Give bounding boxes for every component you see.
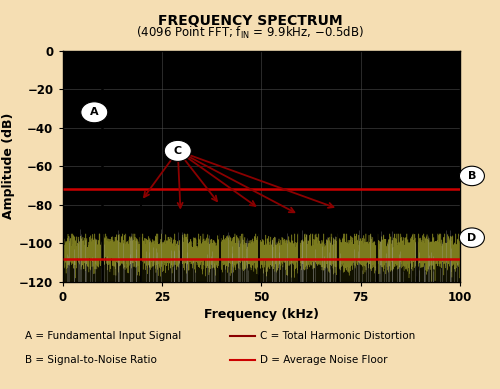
Text: A: A [90,107,98,117]
Text: C = Total Harmonic Distortion: C = Total Harmonic Distortion [260,331,415,342]
X-axis label: Frequency (kHz): Frequency (kHz) [204,308,319,321]
Y-axis label: Amplitude (dB): Amplitude (dB) [2,113,15,219]
Text: A = Fundamental Input Signal: A = Fundamental Input Signal [25,331,181,342]
Text: B: B [468,171,476,181]
Text: FREQUENCY SPECTRUM: FREQUENCY SPECTRUM [158,14,342,28]
Text: B = Signal-to-Noise Ratio: B = Signal-to-Noise Ratio [25,355,157,365]
Text: (4096 Point FFT; f$_\mathregular{IN}$ = 9.9kHz, $-$0.5dB): (4096 Point FFT; f$_\mathregular{IN}$ = … [136,25,364,41]
Text: C: C [174,146,182,156]
Text: D = Average Noise Floor: D = Average Noise Floor [260,355,388,365]
Text: D: D [468,233,476,243]
